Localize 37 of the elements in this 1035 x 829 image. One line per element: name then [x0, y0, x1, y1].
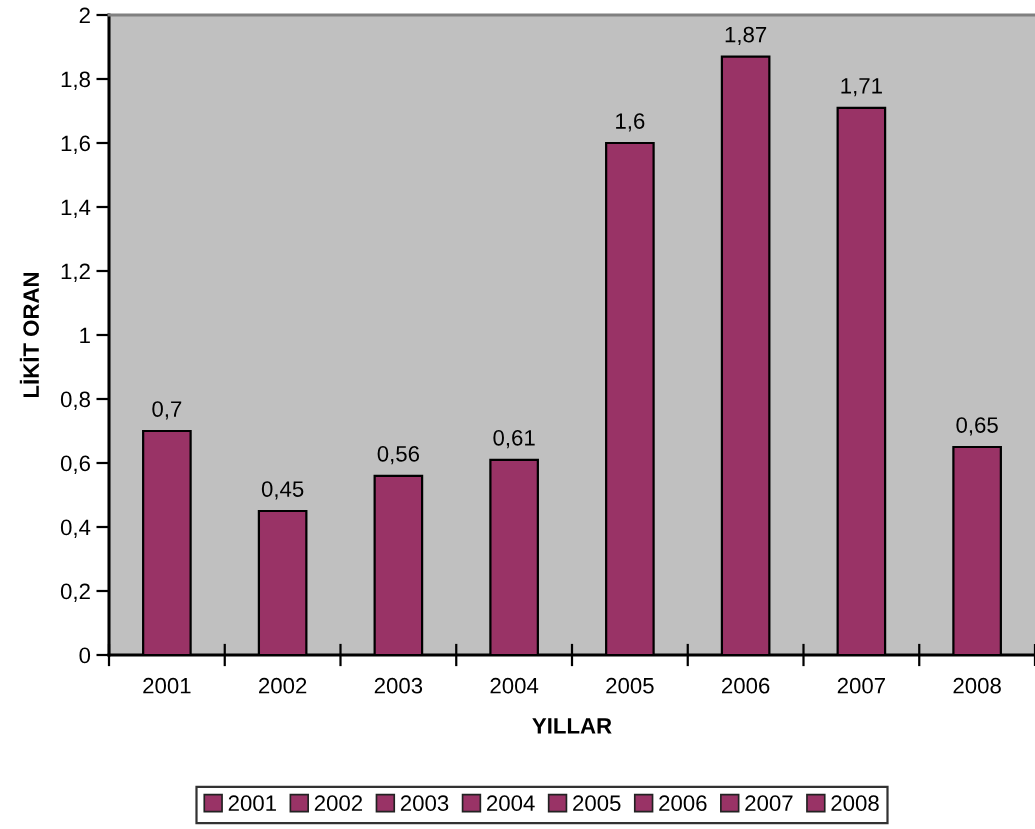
x-tick-label: 2003	[374, 677, 423, 694]
x-tick-label: 2004	[490, 677, 539, 694]
y-tick-label: 1,6	[61, 135, 90, 154]
legend-label: 2001	[228, 795, 276, 812]
y-tick-label: 0,2	[60, 583, 90, 602]
data-label: 0,61	[493, 429, 535, 449]
legend-label: 2007	[745, 795, 793, 812]
y-tick-label: 1,8	[61, 71, 90, 90]
data-label: 0,45	[261, 481, 304, 500]
x-tick-label: 2007	[837, 677, 885, 694]
legend-label: 2005	[573, 795, 621, 812]
legend-label: 2006	[659, 795, 707, 812]
x-tick-label: 2002	[259, 677, 307, 694]
legend-label: 2008	[831, 795, 879, 812]
y-tick-label: 1,2	[61, 263, 90, 282]
x-tick-label: 2006	[722, 677, 770, 694]
y-tick-label: 0	[79, 647, 91, 664]
legend-label: 2003	[400, 795, 449, 812]
data-label: 0,7	[152, 401, 182, 420]
data-label: 0,56	[377, 445, 420, 465]
data-label: 0,65	[956, 417, 998, 436]
y-tick-label: 2	[79, 7, 90, 24]
y-tick-label: 0,6	[60, 455, 90, 474]
x-tick-label: 2005	[606, 677, 654, 694]
y-axis-title: LİKİT ORAN	[19, 272, 39, 398]
legend-label: 2002	[314, 795, 363, 812]
y-tick-label: 0,4	[60, 519, 91, 538]
y-tick-label: 0,8	[60, 391, 90, 410]
legend-label: 2004	[487, 795, 535, 812]
x-tick-label: 2008	[953, 677, 1001, 694]
x-axis-title: YILLAR	[532, 718, 612, 734]
data-label: 1,71	[841, 78, 882, 97]
x-tick-label: 2001	[143, 677, 191, 694]
y-tick-label: 1,4	[61, 199, 91, 218]
y-tick-label: 1	[80, 327, 90, 344]
data-label: 1,87	[725, 26, 767, 46]
data-label: 1,6	[616, 113, 645, 132]
